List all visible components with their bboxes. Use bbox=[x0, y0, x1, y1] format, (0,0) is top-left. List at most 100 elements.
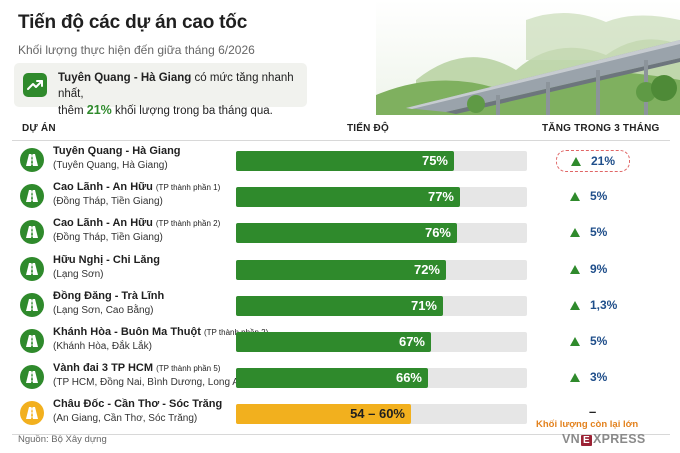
header-divider bbox=[12, 140, 670, 141]
project-provinces: (Lạng Sơn, Cao Bằng) bbox=[53, 304, 154, 316]
project-provinces: (Khánh Hòa, Đắk Lắk) bbox=[53, 341, 152, 352]
increase-arrow-icon bbox=[570, 300, 580, 310]
progress-label: 77% bbox=[427, 189, 454, 205]
progress-label: 72% bbox=[413, 261, 440, 277]
highway-illustration bbox=[376, 0, 680, 115]
progress-track: 72% bbox=[236, 259, 527, 280]
progress-label: 76% bbox=[424, 225, 451, 241]
column-header-project: DỰ ÁN bbox=[22, 123, 56, 134]
project-name: Hữu Nghị - Chi Lăng bbox=[53, 254, 160, 266]
increase-arrow-icon bbox=[570, 264, 580, 274]
road-icon bbox=[20, 256, 44, 281]
footer-divider bbox=[12, 433, 670, 435]
increase-arrow-icon bbox=[570, 192, 580, 202]
progress-bar bbox=[236, 223, 457, 244]
progress-bar bbox=[236, 259, 446, 280]
project-name: Cao Lãnh - An Hữu (TP thành phần 2) bbox=[53, 217, 220, 229]
road-icon bbox=[20, 329, 44, 353]
increase-cell: 3% bbox=[556, 367, 630, 389]
project-row: Cao Lãnh - An Hữu (TP thành phần 2) (Đồng… bbox=[0, 214, 680, 250]
highlight-text: Tuyên Quang - Hà Giang có mức tăng nhanh… bbox=[58, 70, 307, 119]
increase-cell: 5% bbox=[556, 222, 630, 244]
increase-arrow-icon bbox=[570, 337, 580, 346]
progress-bar bbox=[236, 187, 460, 208]
project-name-text: Tuyên Quang - Hà Giang bbox=[53, 145, 181, 157]
project-name: Cao Lãnh - An Hữu (TP thành phần 1) bbox=[53, 181, 220, 193]
progress-track: 66% bbox=[236, 368, 527, 389]
highlight-pct: 21% bbox=[86, 103, 112, 117]
project-provinces: (Đồng Tháp, Tiền Giang) bbox=[53, 196, 163, 208]
progress-label: 54 – 60% bbox=[350, 406, 405, 422]
progress-track: 77% bbox=[236, 187, 527, 208]
project-provinces: (TP HCM, Đồng Nai, Bình Dương, Long An) bbox=[53, 377, 248, 389]
project-row: Tuyên Quang - Hà Giang (Tuyên Quang, Hà … bbox=[0, 142, 680, 178]
progress-bar bbox=[236, 404, 411, 425]
logo-mark: E bbox=[580, 435, 592, 446]
project-provinces: (Lạng Sơn) bbox=[53, 268, 104, 280]
project-row: Đồng Đăng - Trà Lĩnh (Lạng Sơn, Cao Bằng… bbox=[0, 287, 680, 323]
project-name: Tuyên Quang - Hà Giang bbox=[53, 145, 181, 157]
progress-label: 67% bbox=[398, 334, 425, 349]
increase-value: 5% bbox=[590, 225, 608, 240]
increase-value: 5% bbox=[590, 334, 608, 348]
progress-track: 54 – 60% bbox=[236, 404, 527, 425]
progress-track: 76% bbox=[236, 223, 527, 244]
project-phase: (TP thành phần 2) bbox=[155, 219, 221, 229]
highlight-text-1: có mức tăng nhanh nhất, bbox=[58, 72, 294, 100]
progress-track: 67% bbox=[236, 332, 527, 352]
increase-value: 21% bbox=[591, 154, 616, 168]
increase-cell: 5% bbox=[556, 331, 630, 353]
progress-bar bbox=[236, 368, 428, 389]
road-icon bbox=[20, 148, 44, 172]
project-name-text: Vành đai 3 TP HCM bbox=[53, 362, 154, 375]
progress-label: 75% bbox=[421, 153, 448, 168]
increase-value: – bbox=[589, 404, 597, 420]
project-phase: (TP thành phần 5) bbox=[156, 364, 221, 374]
increase-arrow-icon bbox=[571, 157, 581, 166]
increase-value: 5% bbox=[590, 189, 608, 204]
highlight-text-2b: khối lượng trong ba tháng qua. bbox=[111, 105, 273, 117]
progress-bar bbox=[236, 151, 454, 171]
increase-cell: – bbox=[556, 403, 630, 425]
road-icon bbox=[20, 220, 44, 245]
progress-label: 71% bbox=[410, 297, 437, 313]
project-name-text: Đồng Đăng - Trà Lĩnh bbox=[53, 289, 165, 302]
project-provinces: (Đồng Tháp, Tiền Giang) bbox=[53, 232, 163, 244]
progress-track: 71% bbox=[236, 295, 527, 316]
increase-arrow-icon bbox=[570, 373, 580, 383]
remaining-volume-note: Khối lượng còn lại lớn bbox=[536, 419, 639, 431]
project-row: Hữu Nghị - Chi Lăng (Lạng Sơn) 72% 9% bbox=[0, 251, 680, 287]
logo-text-pre: VN bbox=[562, 432, 580, 446]
trending-up-icon bbox=[23, 73, 47, 97]
brand-logo: VN E XPRESS bbox=[562, 432, 645, 446]
highlight-project: Tuyên Quang - Hà Giang bbox=[58, 72, 192, 84]
column-header-progress: TIẾN ĐỘ bbox=[347, 123, 389, 134]
road-icon bbox=[20, 365, 44, 390]
project-name-text: Cao Lãnh - An Hữu bbox=[53, 181, 153, 194]
increase-value: 3% bbox=[590, 370, 608, 385]
source-note: Nguồn: Bộ Xây dựng bbox=[18, 434, 107, 445]
logo-text-post: XPRESS bbox=[592, 432, 646, 446]
highlight-text-2a: thêm bbox=[58, 105, 87, 117]
increase-cell: 21% bbox=[556, 150, 630, 172]
increase-arrow-icon bbox=[570, 228, 580, 238]
project-provinces: (An Giang, Cần Thơ, Sóc Trăng) bbox=[53, 413, 198, 425]
project-name: Đồng Đăng - Trà Lĩnh bbox=[53, 290, 164, 302]
project-provinces: (Tuyên Quang, Hà Giang) bbox=[53, 160, 168, 171]
progress-bar bbox=[236, 295, 443, 316]
project-name-text: Cao Lãnh - An Hữu bbox=[53, 217, 153, 230]
chart-title: Tiến độ các dự án cao tốc bbox=[18, 12, 248, 33]
project-name: Vành đai 3 TP HCM (TP thành phần 5) bbox=[53, 362, 220, 374]
project-name-text: Châu Đốc - Cần Thơ - Sóc Trăng bbox=[53, 398, 223, 411]
road-icon bbox=[20, 401, 44, 426]
road-icon bbox=[20, 292, 44, 317]
project-name-text: Hữu Nghị - Chi Lăng bbox=[53, 253, 160, 266]
project-row: Vành đai 3 TP HCM (TP thành phần 5) (TP H… bbox=[0, 359, 680, 395]
progress-track: 75% bbox=[236, 151, 527, 171]
project-phase: (TP thành phần 1) bbox=[155, 183, 221, 193]
project-row: Cao Lãnh - An Hữu (TP thành phần 1) (Đồng… bbox=[0, 178, 680, 214]
increase-cell: 9% bbox=[556, 259, 630, 281]
increase-value: 9% bbox=[590, 261, 608, 276]
increase-value: 1,3% bbox=[590, 297, 618, 312]
highlight-box: Tuyên Quang - Hà Giang có mức tăng nhanh… bbox=[14, 63, 307, 117]
